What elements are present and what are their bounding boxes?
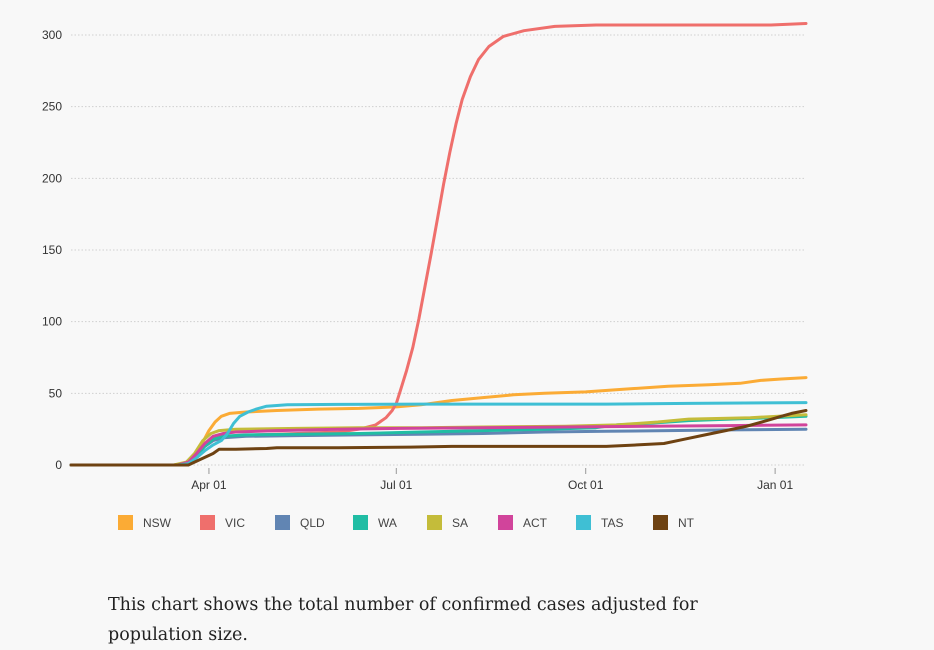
- legend-label: NT: [678, 515, 694, 530]
- x-tick-label: Jul 01: [380, 478, 412, 492]
- series-line-tas[interactable]: [69, 401, 808, 467]
- series-line-wa[interactable]: [69, 414, 808, 467]
- legend-item-qld[interactable]: QLD: [275, 515, 353, 530]
- y-tick-label: 50: [49, 386, 63, 400]
- legend-swatch: [576, 515, 591, 530]
- legend-item-nt[interactable]: NT: [653, 515, 713, 530]
- chart-caption: This chart shows the total number of con…: [108, 594, 698, 645]
- legend-item-act[interactable]: ACT: [498, 515, 576, 530]
- y-tick-label: 100: [42, 315, 62, 329]
- y-tick-label: 200: [42, 171, 62, 185]
- series-line-sa[interactable]: [69, 413, 808, 467]
- legend-swatch: [118, 515, 133, 530]
- legend-label: WA: [378, 515, 397, 530]
- legend-label: VIC: [225, 515, 246, 530]
- legend-label: SA: [452, 515, 469, 530]
- x-tick-label: Oct 01: [568, 478, 604, 492]
- legend: NSW VIC QLD WA SA ACT TAS NT: [118, 515, 713, 530]
- x-tick-label: Jan 01: [757, 478, 793, 492]
- series-lines: [69, 22, 808, 467]
- y-tick-label: 0: [55, 458, 62, 472]
- legend-swatch: [427, 515, 442, 530]
- legend-swatch: [653, 515, 668, 530]
- legend-swatch: [275, 515, 290, 530]
- y-tick-label: 150: [42, 243, 62, 257]
- legend-swatch: [200, 515, 215, 530]
- series-line-vic[interactable]: [69, 22, 808, 467]
- gridlines: [71, 34, 806, 466]
- series-line-nt[interactable]: [69, 409, 808, 467]
- legend-item-tas[interactable]: TAS: [576, 515, 653, 530]
- legend-item-vic[interactable]: VIC: [200, 515, 275, 530]
- y-tick-label: 300: [42, 28, 62, 42]
- legend-swatch: [353, 515, 368, 530]
- legend-label: TAS: [601, 515, 624, 530]
- legend-swatch: [498, 515, 513, 530]
- legend-label: QLD: [300, 515, 325, 530]
- legend-label: ACT: [523, 515, 547, 530]
- legend-label: NSW: [143, 515, 171, 530]
- legend-item-sa[interactable]: SA: [427, 515, 498, 530]
- series-line-act[interactable]: [69, 423, 808, 467]
- y-tick-label: 250: [42, 100, 62, 114]
- line-chart: 0 50 100 150 200 250 300 Apr 01 Jul 01 Oct 01 Jan…: [42, 22, 808, 492]
- y-axis: 0 50 100 150 200 250 300: [42, 28, 62, 472]
- legend-item-wa[interactable]: WA: [353, 515, 427, 530]
- x-tick-label: Apr 01: [191, 478, 227, 492]
- x-axis: Apr 01 Jul 01 Oct 01 Jan 01: [191, 468, 793, 492]
- legend-item-nsw[interactable]: NSW: [118, 515, 200, 530]
